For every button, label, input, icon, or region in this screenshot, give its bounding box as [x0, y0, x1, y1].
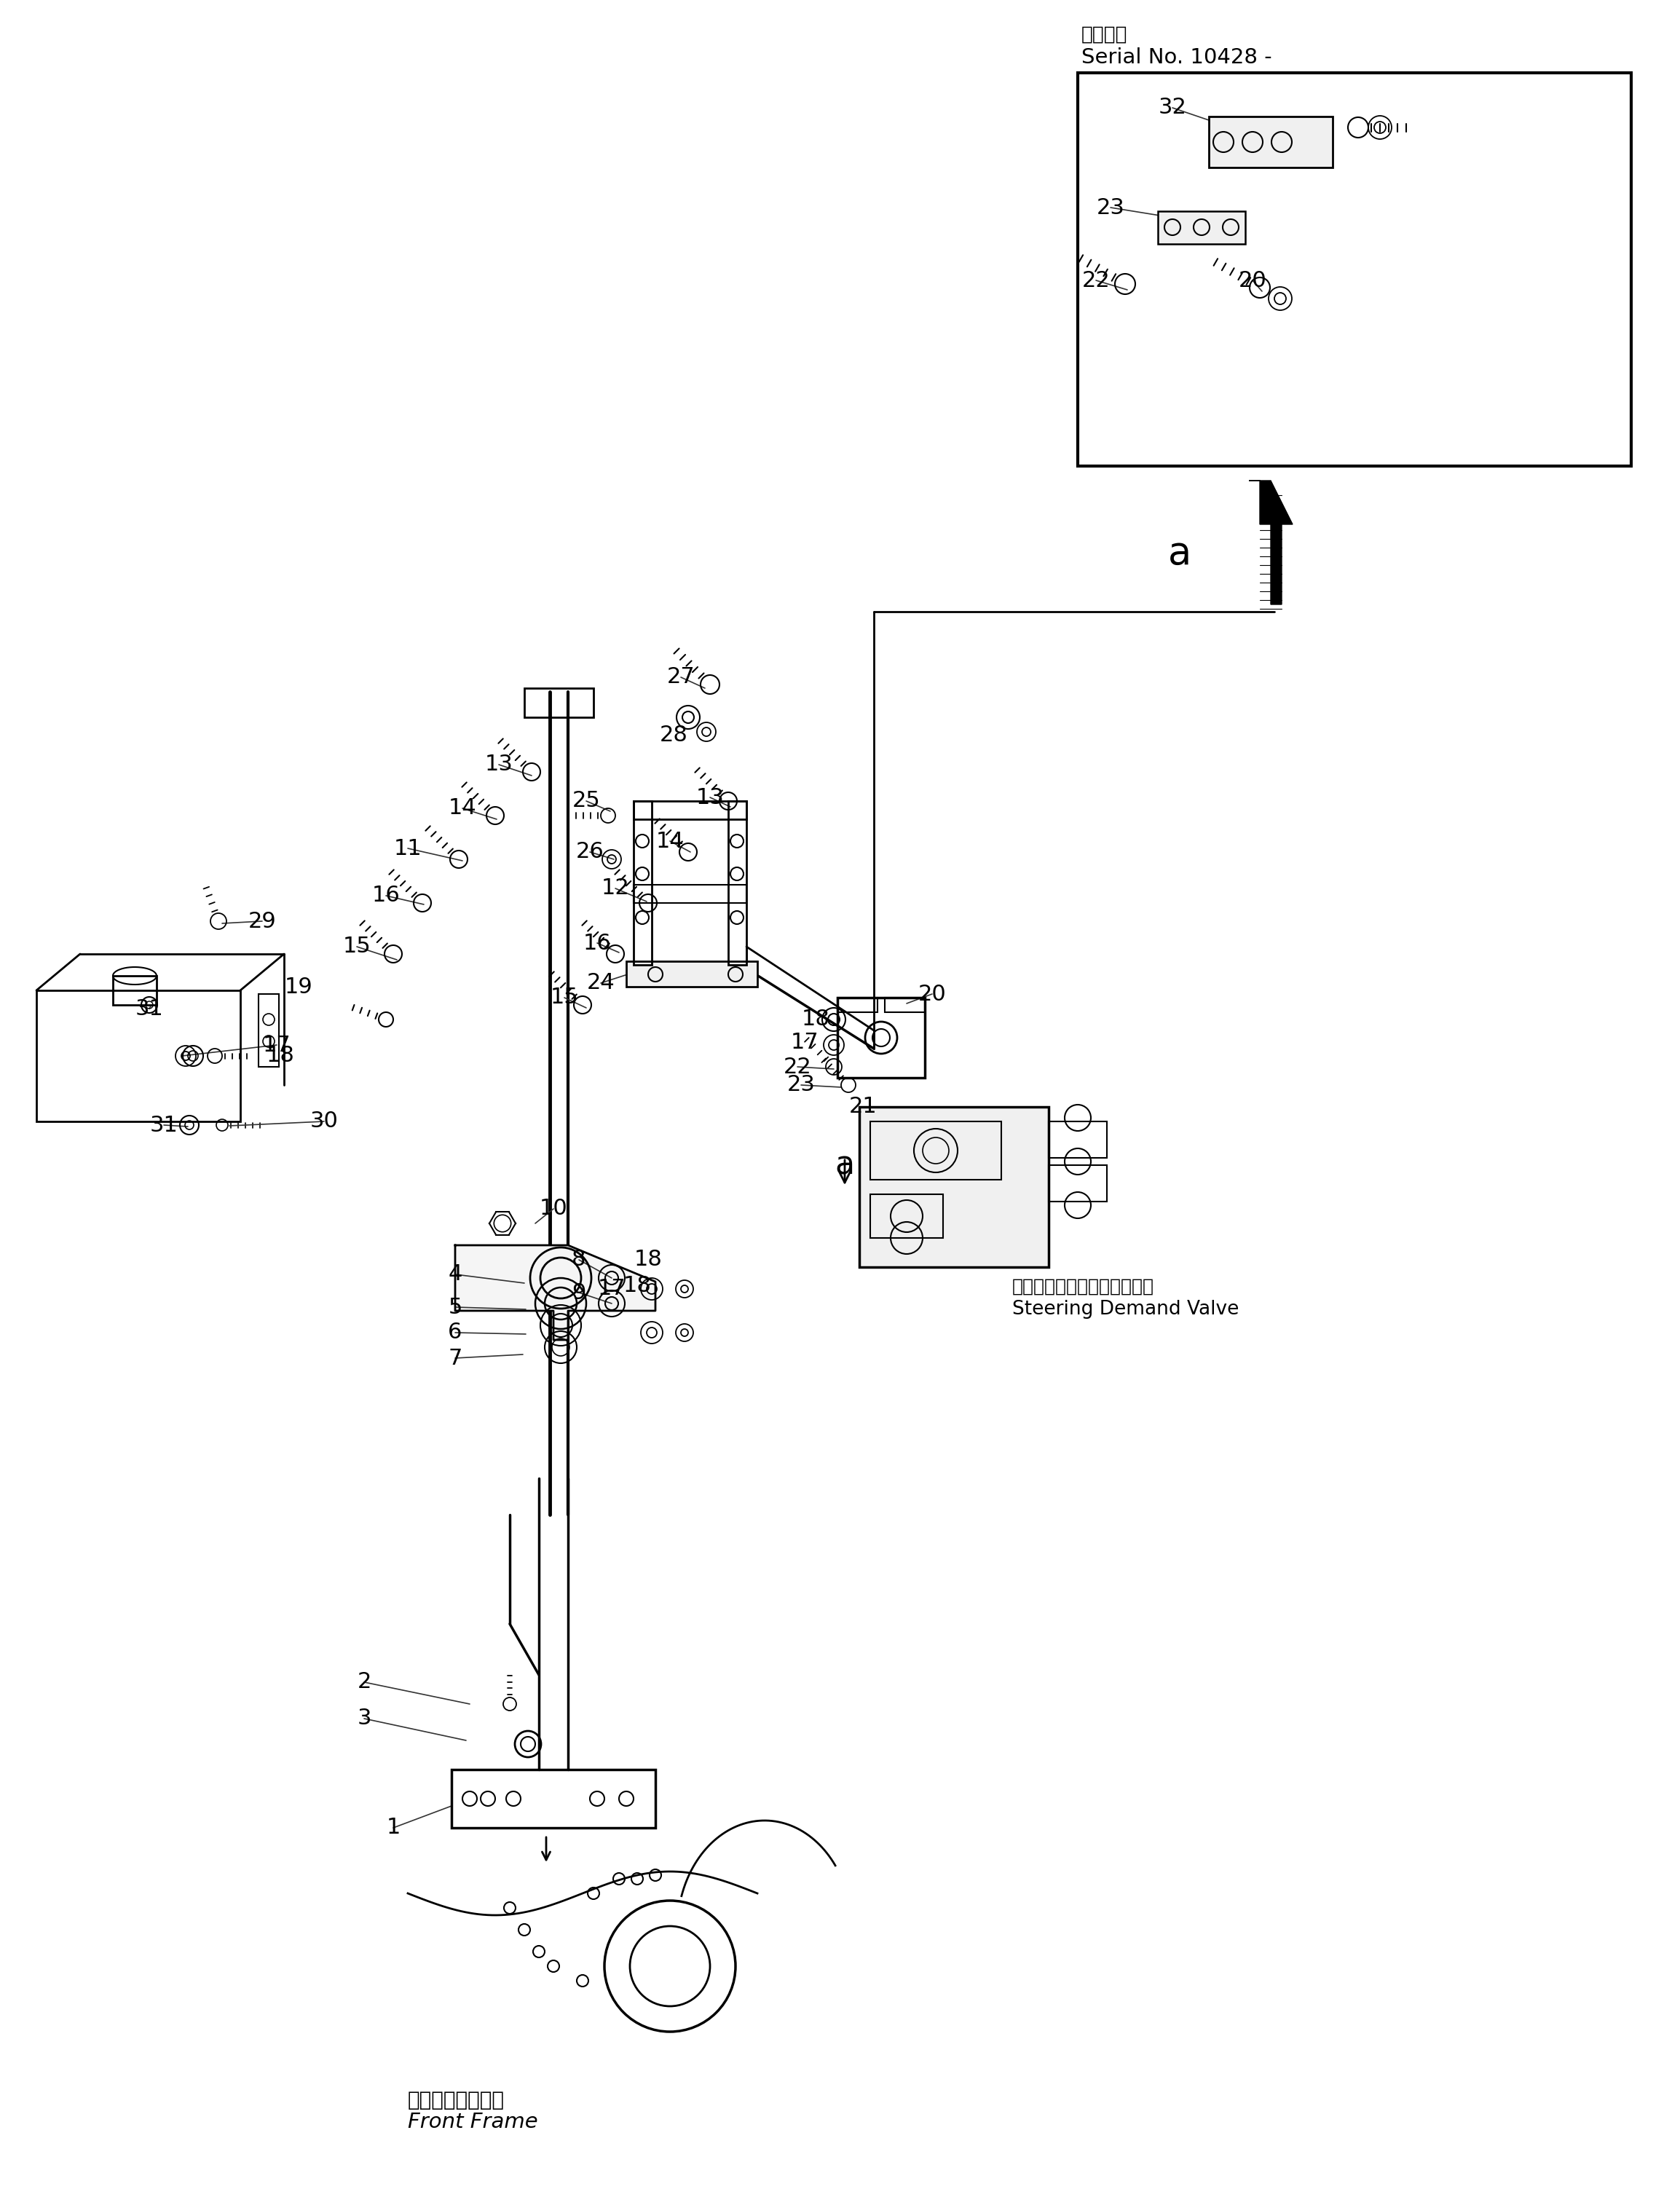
- Text: 29: 29: [249, 911, 276, 933]
- Text: 12: 12: [601, 878, 630, 900]
- Text: 9: 9: [571, 1283, 586, 1302]
- Text: 1: 1: [386, 1817, 400, 1839]
- Text: a: a: [835, 1149, 855, 1180]
- Bar: [727, 801, 746, 965]
- Bar: [259, 994, 279, 1066]
- Bar: [870, 1195, 942, 1239]
- Text: Front Frame: Front Frame: [408, 2112, 538, 2132]
- Bar: [633, 801, 652, 965]
- Text: 18: 18: [265, 1046, 294, 1066]
- Text: 22: 22: [783, 1057, 811, 1077]
- Text: 7: 7: [449, 1348, 462, 1368]
- Bar: [452, 1769, 655, 1828]
- Bar: [524, 687, 593, 718]
- Bar: [633, 884, 746, 904]
- Text: 13: 13: [696, 786, 724, 808]
- Bar: [837, 998, 924, 1077]
- Text: ステアリングデマンドバルブ: ステアリングデマンドバルブ: [1013, 1278, 1154, 1296]
- Text: 20: 20: [917, 983, 946, 1005]
- Text: Serial No. 10428 -: Serial No. 10428 -: [1082, 48, 1272, 68]
- Polygon shape: [455, 1246, 655, 1340]
- Text: 31: 31: [134, 998, 163, 1020]
- Text: 5: 5: [449, 1296, 462, 1318]
- Text: 28: 28: [660, 725, 687, 746]
- Text: 25: 25: [573, 790, 600, 812]
- Bar: [858, 1108, 1048, 1267]
- Text: 18: 18: [633, 1250, 662, 1270]
- Bar: [1079, 72, 1631, 466]
- Text: 16: 16: [583, 933, 612, 954]
- Text: 17: 17: [791, 1033, 818, 1053]
- Text: 13: 13: [484, 753, 512, 775]
- Text: フロントフレーム: フロントフレーム: [408, 2090, 504, 2110]
- Text: 26: 26: [576, 841, 605, 862]
- Bar: [837, 998, 877, 1011]
- Text: 20: 20: [1238, 269, 1267, 291]
- Text: 31: 31: [150, 1114, 178, 1136]
- Bar: [885, 998, 924, 1011]
- Text: 11: 11: [393, 838, 422, 858]
- Bar: [1048, 1121, 1107, 1158]
- Text: 23: 23: [1097, 197, 1124, 219]
- Polygon shape: [1248, 482, 1292, 604]
- Text: 17: 17: [598, 1278, 627, 1300]
- Text: 3: 3: [358, 1707, 371, 1729]
- Text: 14: 14: [655, 830, 684, 852]
- Bar: [1158, 210, 1245, 243]
- Text: 18: 18: [801, 1009, 830, 1031]
- Text: 適用号機: 適用号機: [1082, 26, 1127, 44]
- Bar: [37, 989, 240, 1121]
- Text: a: a: [1168, 534, 1191, 571]
- Text: 24: 24: [586, 972, 615, 994]
- Bar: [870, 1121, 1001, 1180]
- Bar: [1048, 1165, 1107, 1202]
- Text: Steering Demand Valve: Steering Demand Valve: [1013, 1300, 1238, 1318]
- Text: 22: 22: [1082, 269, 1110, 291]
- Text: 17: 17: [262, 1035, 291, 1055]
- Text: 15: 15: [343, 937, 371, 957]
- Text: 30: 30: [309, 1110, 338, 1132]
- Text: 18: 18: [623, 1274, 652, 1296]
- Text: 32: 32: [1158, 96, 1186, 118]
- Text: 16: 16: [371, 884, 400, 906]
- Bar: [1210, 116, 1332, 169]
- Text: 2: 2: [358, 1672, 371, 1692]
- Text: 19: 19: [284, 976, 312, 998]
- Text: 10: 10: [539, 1197, 568, 1219]
- Bar: [633, 801, 746, 819]
- Text: 8: 8: [571, 1250, 586, 1270]
- Bar: [113, 976, 156, 1005]
- Text: 6: 6: [449, 1322, 462, 1344]
- Text: 4: 4: [449, 1263, 462, 1285]
- Bar: [627, 961, 758, 987]
- Text: 15: 15: [551, 987, 578, 1009]
- Text: 14: 14: [449, 797, 477, 819]
- Text: 21: 21: [848, 1097, 877, 1116]
- Text: 27: 27: [667, 668, 696, 687]
- Text: 23: 23: [786, 1075, 815, 1094]
